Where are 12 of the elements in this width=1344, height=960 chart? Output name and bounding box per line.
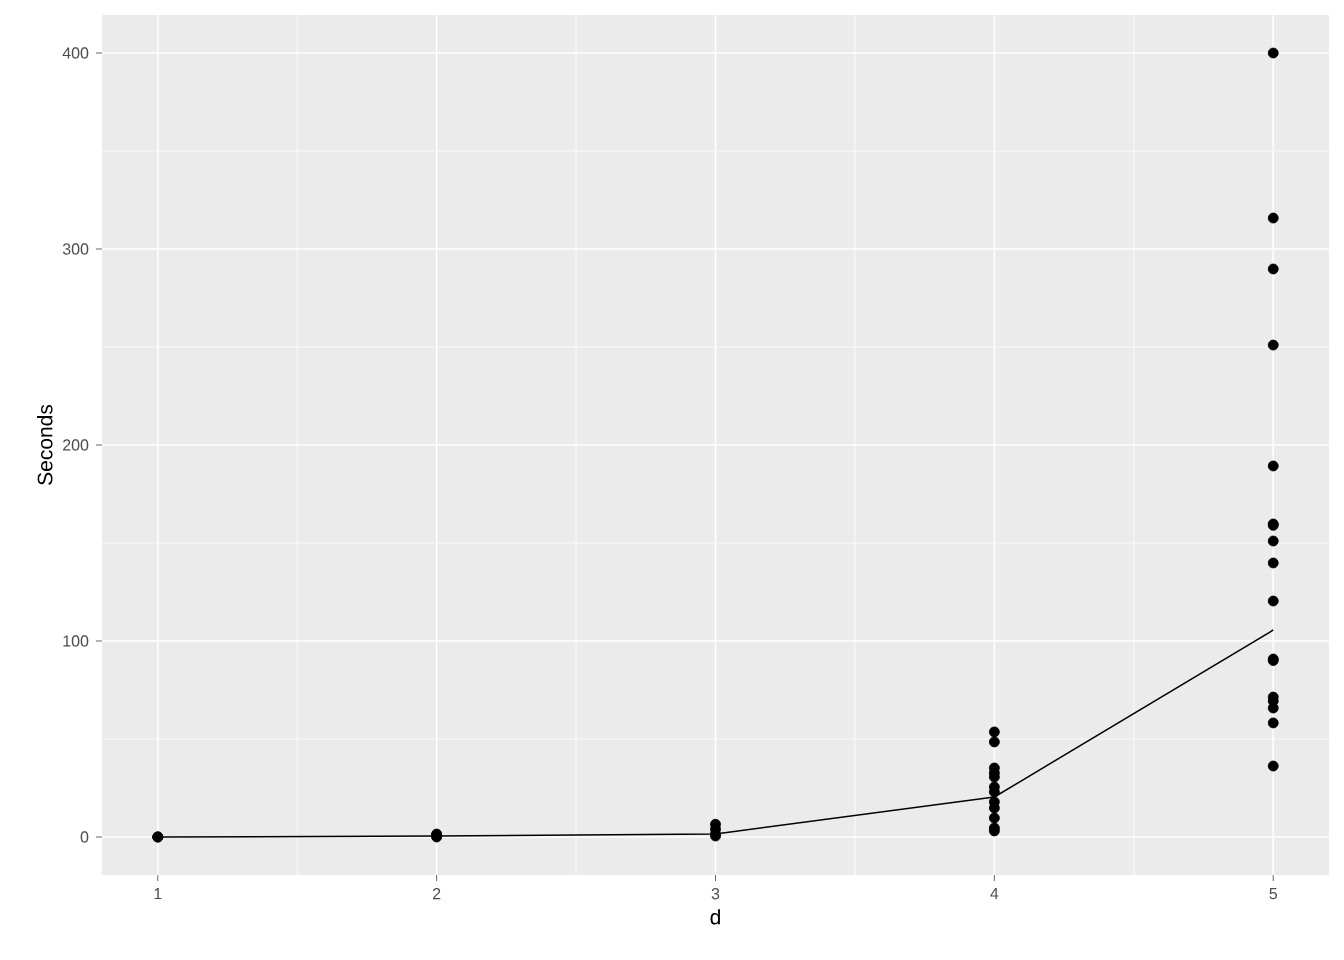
x-axis-title: d — [710, 909, 720, 925]
y-axis-title: Seconds — [37, 404, 53, 485]
y-tick-label: 100 — [63, 635, 89, 647]
x-tick-label: 4 — [990, 888, 999, 900]
x-tick-label: 2 — [433, 888, 441, 900]
y-tick-label: 0 — [80, 831, 89, 843]
x-tick-label: 1 — [154, 888, 162, 900]
y-tick-label: 300 — [62, 243, 89, 255]
y-tick-label: 200 — [63, 439, 89, 451]
x-tick-label: 3 — [711, 888, 720, 900]
x-tick-label: 5 — [1269, 888, 1278, 900]
y-tick-label: 400 — [62, 47, 89, 59]
